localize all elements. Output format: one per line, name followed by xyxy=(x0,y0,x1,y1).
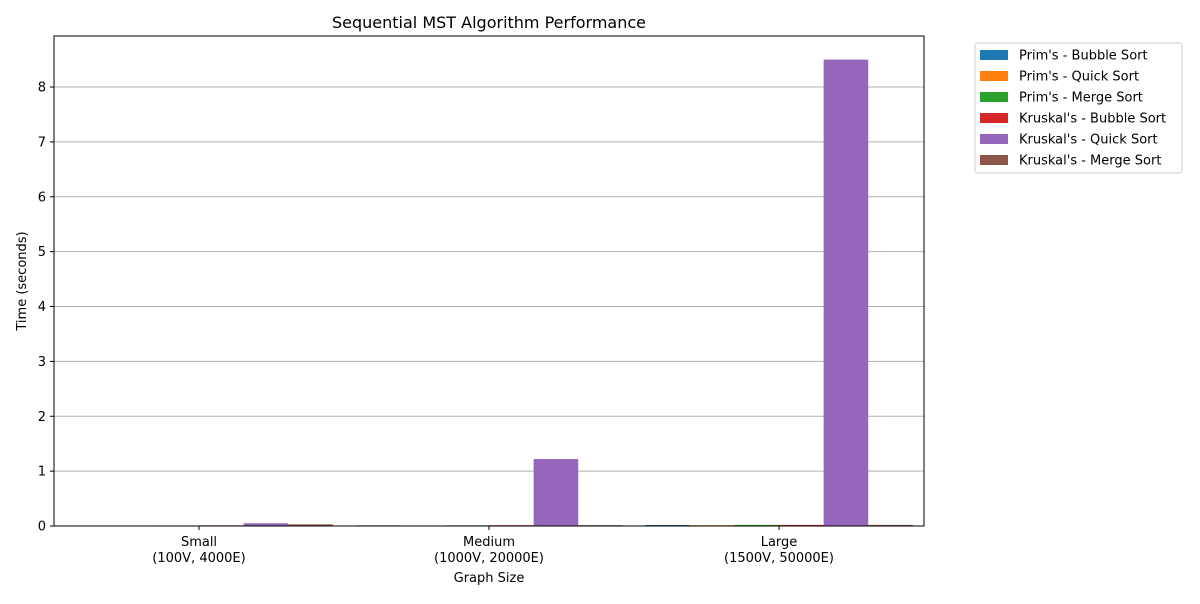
legend-swatch xyxy=(980,113,1008,123)
bar xyxy=(779,524,824,526)
x-tick-label: (1000V, 20000E) xyxy=(434,551,544,566)
legend: Prim's - Bubble Sort Prim's - Quick Sort P… xyxy=(974,42,1183,174)
legend-swatch xyxy=(980,155,1008,165)
y-tick-label: 2 xyxy=(38,410,46,425)
legend-label: Kruskal's - Merge Sort xyxy=(1019,154,1161,169)
legend-label: Prim's - Bubble Sort xyxy=(1019,49,1148,64)
grid-layer xyxy=(54,86,924,527)
x-axis-label: Graph Size xyxy=(454,571,525,586)
bar xyxy=(288,524,333,526)
legend-swatch xyxy=(980,92,1008,102)
bar-layer xyxy=(65,59,913,527)
x-tick-label: (1500V, 50000E) xyxy=(724,551,834,566)
y-axis: 0 1 2 3 4 5 6 7 8 xyxy=(38,81,54,535)
legend-frame xyxy=(974,42,1183,174)
bar xyxy=(734,524,779,526)
bar xyxy=(533,459,579,526)
legend-swatch xyxy=(980,134,1008,144)
y-axis-label: Time (seconds) xyxy=(15,231,30,331)
y-tick-label: 6 xyxy=(38,190,46,205)
bar xyxy=(868,524,913,526)
x-tick-label: Small xyxy=(181,535,217,550)
plot-frame xyxy=(53,35,925,527)
x-tick-label: (100V, 4000E) xyxy=(152,551,245,566)
y-tick-label: 1 xyxy=(38,465,46,480)
x-tick-label: Large xyxy=(761,535,798,550)
legend-label: Kruskal's - Quick Sort xyxy=(1019,133,1158,148)
y-tick-label: 0 xyxy=(38,520,46,535)
y-tick-label: 4 xyxy=(38,300,46,315)
y-tick-label: 8 xyxy=(38,81,46,96)
legend-swatch xyxy=(980,50,1008,60)
legend-label: Prim's - Quick Sort xyxy=(1019,70,1139,85)
y-tick-label: 7 xyxy=(38,135,46,150)
y-tick-label: 5 xyxy=(38,245,46,260)
legend-swatch xyxy=(980,71,1008,81)
y-tick-label: 3 xyxy=(38,355,46,370)
chart-title: Sequential MST Algorithm Performance xyxy=(332,13,646,32)
x-tick-label: Medium xyxy=(463,535,515,550)
bar xyxy=(823,59,869,526)
x-axis: Small(100V, 4000E) Medium(1000V, 20000E) L… xyxy=(152,526,834,566)
legend-label: Kruskal's - Bubble Sort xyxy=(1019,112,1166,127)
bar xyxy=(243,523,289,526)
legend-label: Prim's - Merge Sort xyxy=(1019,91,1143,106)
